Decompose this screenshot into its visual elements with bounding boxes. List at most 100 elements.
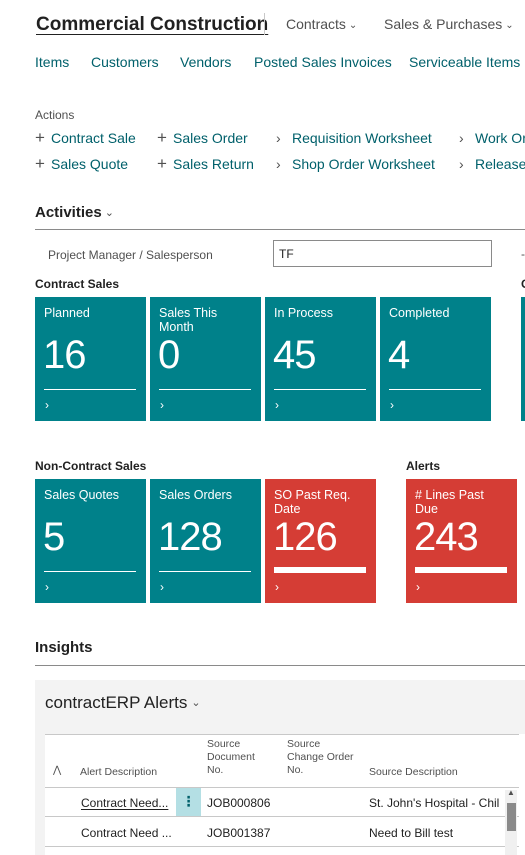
tile-value: 243 — [414, 515, 479, 559]
salesperson-filter-input[interactable] — [273, 240, 492, 267]
nav-vendors[interactable]: Vendors — [180, 54, 232, 70]
company-name[interactable]: Commercial Construction — [36, 14, 269, 35]
tile-planned[interactable]: Planned 16 › — [35, 297, 146, 421]
tile-divider — [159, 571, 251, 572]
tile-sales-quotes[interactable]: Sales Quotes 5 › — [35, 479, 146, 603]
chevron-down-icon: ⌄ — [505, 20, 514, 31]
activities-title: Activities — [35, 204, 102, 221]
plus-icon: + — [35, 128, 45, 147]
tile-divider — [274, 389, 366, 390]
row-2-alert-description[interactable]: Contract Need ... — [81, 826, 172, 840]
menu-contracts[interactable]: Contracts ⌄ — [286, 16, 357, 32]
nav-serviceable-items[interactable]: Serviceable Items — [409, 54, 521, 70]
nav-items[interactable]: Items — [35, 54, 70, 70]
row-border — [45, 846, 519, 847]
action-requisition-worksheet[interactable]: › Requisition Worksheet — [276, 130, 432, 146]
tile-divider — [159, 389, 251, 390]
chevron-right-icon: › — [390, 398, 394, 412]
tile-value: 128 — [158, 515, 223, 559]
chevron-right-icon: › — [160, 398, 164, 412]
group-label-non-contract-sales: Non-Contract Sales — [35, 459, 147, 473]
insights-title: Insights — [35, 639, 93, 656]
row-actions-icon[interactable]: ⋮ — [176, 788, 201, 816]
tile-label: Planned — [44, 306, 90, 320]
nav-customers[interactable]: Customers — [91, 54, 159, 70]
action-label: Release — [475, 156, 525, 172]
chevron-down-icon: ⌄ — [104, 207, 114, 219]
action-contract-sale[interactable]: + Contract Sale — [35, 128, 136, 147]
tile-value: 0 — [158, 333, 180, 377]
tile-value: 5 — [43, 515, 65, 559]
activities-heading[interactable]: Activities ⌄ — [35, 204, 114, 221]
action-sales-quote[interactable]: + Sales Quote — [35, 154, 129, 173]
row-1-source-document: JOB000806 — [207, 796, 271, 810]
tile-alert-bar — [274, 567, 366, 573]
tile-lines-past-due[interactable]: # Lines Past Due 243 › — [406, 479, 517, 603]
plus-icon: + — [35, 154, 45, 173]
column-header-alert-description[interactable]: Alert Description — [80, 766, 158, 778]
menu-sales-purchases[interactable]: Sales & Purchases ⌄ — [384, 16, 514, 32]
action-sales-order[interactable]: + Sales Order — [157, 129, 248, 146]
alerts-panel-heading[interactable]: contractERP Alerts ⌄ — [45, 693, 201, 713]
tile-so-past-req-date[interactable]: SO Past Req. Date 126 › — [265, 479, 376, 603]
tile-value: 16 — [43, 333, 86, 377]
column-header-source-description[interactable]: Source Description — [369, 766, 458, 778]
tile-label: # Lines Past Due — [415, 488, 484, 516]
scrollbar-thumb[interactable] — [507, 803, 516, 831]
action-work-order[interactable]: › Work Or — [459, 130, 525, 146]
alerts-grid — [45, 734, 525, 855]
tile-alert-bar — [415, 567, 507, 573]
chevron-right-icon: › — [416, 580, 420, 594]
chevron-right-icon: › — [160, 580, 164, 594]
row-1-alert-description[interactable]: Contract Need... — [81, 796, 169, 810]
column-header-source-document-no[interactable]: Source Document No. — [207, 738, 255, 776]
tile-label: In Process — [274, 306, 334, 320]
chevron-right-icon: › — [276, 156, 281, 172]
filter-label: Project Manager / Salesperson — [48, 248, 213, 262]
nav-posted-sales-invoices[interactable]: Posted Sales Invoices — [254, 54, 392, 70]
tile-label: Sales Orders — [159, 488, 232, 502]
scroll-up-icon[interactable]: ▲ — [507, 788, 515, 797]
row-border — [45, 816, 519, 817]
chevron-right-icon: › — [275, 398, 279, 412]
plus-icon: + — [157, 154, 167, 173]
chevron-right-icon: › — [275, 580, 279, 594]
action-label: Shop Order Worksheet — [292, 156, 435, 172]
row-2-source-description: Need to Bill test — [369, 826, 454, 840]
column-header-source-change-order-no[interactable]: Source Change Order No. — [287, 738, 354, 776]
action-label: Sales Order — [173, 130, 248, 146]
header-divider — [264, 13, 265, 35]
tile-in-process[interactable]: In Process 45 › — [265, 297, 376, 421]
menu-sales-purchases-label: Sales & Purchases — [384, 16, 503, 32]
tile-sales-this-month[interactable]: Sales This Month 0 › — [150, 297, 261, 421]
tile-clipped[interactable] — [521, 297, 525, 421]
action-release[interactable]: › Release — [459, 156, 525, 172]
activities-divider — [35, 229, 525, 230]
action-label: Requisition Worksheet — [292, 130, 432, 146]
chevron-right-icon: › — [45, 580, 49, 594]
tile-divider — [44, 389, 136, 390]
action-shop-order-worksheet[interactable]: › Shop Order Worksheet — [276, 156, 435, 172]
chevron-right-icon: › — [459, 130, 464, 146]
chevron-down-icon: ⌄ — [191, 697, 201, 709]
tile-value: 4 — [388, 333, 410, 377]
tile-divider — [44, 571, 136, 572]
grid-header-border — [45, 787, 519, 788]
sort-ascending-icon[interactable]: ⋀ — [53, 765, 62, 776]
tile-value: 126 — [273, 515, 338, 559]
action-sales-return[interactable]: + Sales Return — [157, 154, 254, 173]
tile-completed[interactable]: Completed 4 › — [380, 297, 491, 421]
tile-sales-orders[interactable]: Sales Orders 128 › — [150, 479, 261, 603]
grid-top-border — [45, 734, 519, 735]
row-1-source-description: St. John's Hospital - Chil — [369, 796, 500, 810]
action-label: Work Or — [475, 130, 525, 146]
action-label: Sales Return — [173, 156, 254, 172]
chevron-down-icon: ⌄ — [348, 20, 358, 31]
insights-divider — [35, 665, 525, 666]
chevron-right-icon: › — [276, 130, 281, 146]
action-label: Sales Quote — [51, 156, 129, 172]
edge-marker: - — [521, 247, 525, 261]
group-label-clipped: C — [521, 277, 525, 291]
tile-divider — [389, 389, 481, 390]
group-label-contract-sales: Contract Sales — [35, 277, 120, 291]
